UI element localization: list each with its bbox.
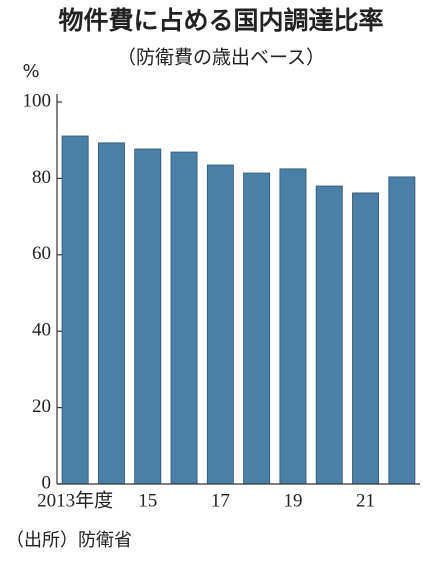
y-tick-label: 20 (32, 396, 51, 417)
bar (206, 164, 234, 485)
bar (315, 185, 343, 485)
y-tick-label: 0 (42, 472, 52, 493)
x-tick-label: 2013年度 (37, 489, 113, 511)
x-tick-label: 17 (211, 490, 230, 511)
bar (97, 142, 125, 485)
bar (134, 148, 162, 485)
x-tick-label: 15 (138, 490, 157, 511)
y-tick-label: 100 (23, 90, 52, 111)
y-tick-label: 60 (32, 243, 51, 264)
bar (388, 176, 416, 485)
bar (279, 168, 307, 485)
bar (170, 151, 198, 485)
y-unit: % (22, 61, 39, 82)
y-tick-label: 40 (32, 320, 51, 341)
chart-title: 物件費に占める国内調達比率 (58, 6, 383, 35)
x-tick-label: 19 (283, 490, 302, 511)
bar (352, 192, 380, 485)
bar (243, 172, 271, 485)
y-tick-label: 80 (32, 167, 51, 188)
x-tick-label: 21 (356, 490, 375, 511)
bar (61, 135, 89, 485)
chart-subtitle: （防衛費の歳出ベース） (117, 47, 325, 69)
source: （出所）防衛省 (6, 530, 132, 551)
